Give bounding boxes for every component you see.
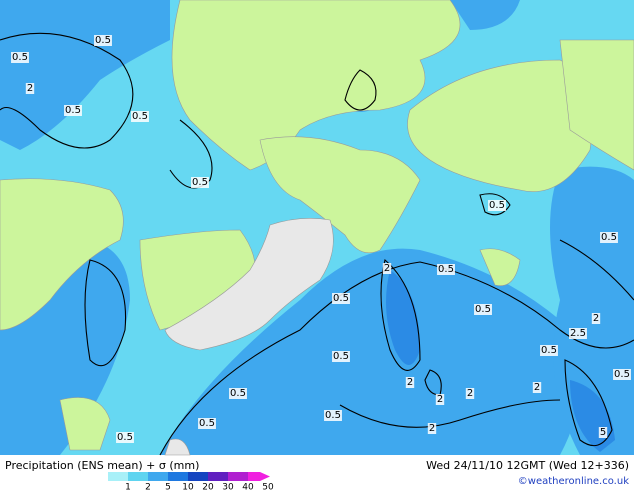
legend-label: 50 (262, 483, 274, 491)
legend-swatch (148, 472, 168, 481)
legend-swatch (108, 472, 128, 481)
legend-label: 10 (182, 483, 194, 491)
contour-label: 0.5 (333, 293, 349, 304)
contour-label-bg (474, 304, 492, 315)
contour-labels: 0.5 0.5 2 0.5 0.5 0.5 0.5 0.5 2 0.5 0.5 0.5 2 2.5 0.5 0… (11, 35, 631, 443)
contour-label-bg (532, 382, 542, 393)
contour-label: 2 (593, 313, 599, 324)
contour-label: 2 (467, 388, 473, 399)
legend-swatch (208, 472, 228, 481)
contour-label-bg (437, 264, 455, 275)
land (0, 0, 634, 451)
contour-label: 0.5 (325, 410, 341, 421)
contour-label-bg (116, 432, 134, 443)
contour-label: 0.5 (475, 304, 491, 315)
contour-label: 2 (429, 423, 435, 434)
contour-label: 0.5 (489, 200, 505, 211)
legend-label: 40 (242, 483, 254, 491)
legend-swatch (228, 472, 248, 481)
contour-label: 2 (407, 377, 413, 388)
contour-label: 2 (534, 382, 540, 393)
legend-label: 2 (145, 483, 151, 491)
contour-label: 0.5 (117, 432, 133, 443)
contour-label: 0.5 (192, 177, 208, 188)
contour-label-bg (435, 394, 445, 405)
contour-label: 0.5 (541, 345, 557, 356)
contour-label-bg (465, 388, 475, 399)
contour-label-bg (94, 35, 112, 46)
contour-label-bg (488, 200, 506, 211)
dry-land (164, 218, 334, 456)
legend-label: 1 (125, 483, 131, 491)
contour-label-bg (591, 313, 601, 324)
contour-label-bg (324, 410, 342, 421)
contour-label-bg (598, 427, 608, 438)
contour-label-bg (427, 423, 437, 434)
contour-label: 0.5 (333, 351, 349, 362)
legend-label: 5 (165, 483, 171, 491)
contour-label: 0.5 (601, 232, 617, 243)
legend-label: 30 (222, 483, 234, 491)
contour-label: 0.5 (95, 35, 111, 46)
contour-label-bg (229, 388, 247, 399)
contour-label: 0.5 (132, 111, 148, 122)
contour-label: 0.5 (614, 369, 630, 380)
contour-label: 0.5 (230, 388, 246, 399)
legend-swatch (188, 472, 208, 481)
contour-label: 0.5 (438, 264, 454, 275)
contour-label-bg (382, 263, 392, 274)
contour-label-bg (600, 232, 618, 243)
contour-label-bg (191, 177, 209, 188)
legend-label: 20 (202, 483, 214, 491)
legend-swatch (128, 472, 148, 481)
color-legend: 1 2 5 10 20 30 40 50 (108, 472, 274, 493)
contour-label-bg (613, 369, 631, 380)
contour-label-bg (569, 328, 587, 339)
contour-label-bg (332, 351, 350, 362)
contour-label: 2 (384, 263, 390, 274)
contour-label-bg (332, 293, 350, 304)
credit: ©weatheronline.co.uk (518, 476, 629, 487)
contour-label-bg (11, 52, 29, 63)
contour-label-bg (198, 418, 216, 429)
contour-label: 2.5 (570, 328, 586, 339)
map-title: Precipitation (ENS mean) + σ (mm) (5, 459, 199, 472)
contour-label: 0.5 (199, 418, 215, 429)
contour-label-bg (64, 105, 82, 116)
contour-label: 0.5 (12, 52, 28, 63)
contour-label-bg (405, 377, 415, 388)
contour-label: 2 (437, 394, 443, 405)
contour-label: 0.5 (65, 105, 81, 116)
contour-label-bg (25, 83, 35, 94)
contour-label: 2 (27, 83, 33, 94)
contour-label: 5 (600, 427, 606, 438)
contour-label-bg (131, 111, 149, 122)
timestamp: Wed 24/11/10 12GMT (Wed 12+336) (426, 459, 629, 472)
contour-label-bg (540, 345, 558, 356)
legend-swatch (248, 472, 270, 481)
legend-swatch (168, 472, 188, 481)
